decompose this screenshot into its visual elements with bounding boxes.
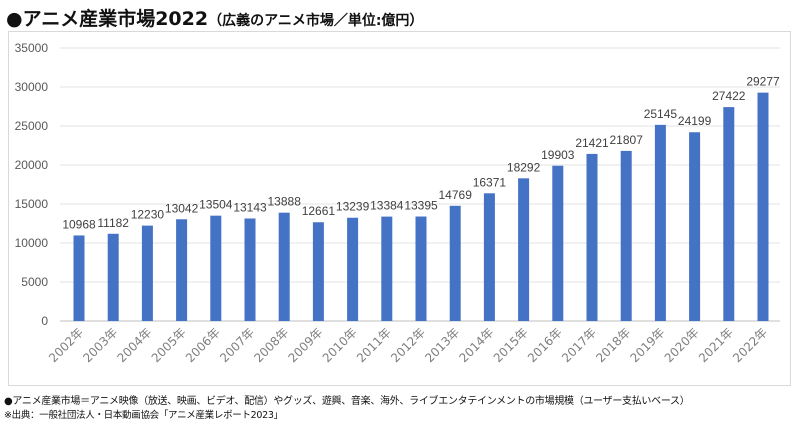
x-tick-label: 2003年	[80, 325, 120, 365]
bar	[654, 124, 666, 321]
y-tick-label: 10000	[15, 236, 49, 250]
title-sub: （広義のアニメ市場／単位:億円）	[208, 13, 424, 29]
chart-frame	[8, 31, 791, 386]
data-label: 13395	[404, 199, 438, 213]
bar	[449, 205, 461, 321]
data-label: 21421	[575, 136, 609, 150]
x-tick-label: 2013年	[422, 325, 462, 365]
data-label: 29277	[746, 75, 780, 89]
x-tick-label: 2002年	[46, 325, 86, 365]
bar	[689, 132, 701, 321]
x-tick-label: 2017年	[559, 325, 599, 365]
bar	[586, 153, 598, 321]
bar	[518, 178, 530, 321]
data-label: 24199	[678, 114, 712, 128]
y-tick-label: 5000	[21, 275, 48, 289]
data-label: 10968	[62, 217, 96, 231]
bar	[757, 92, 769, 321]
y-tick-label: 25000	[15, 119, 49, 133]
footnote: ●アニメ産業市場＝アニメ映像（放送、映画、ビデオ、配信）やグッズ、遊興、音楽、海…	[4, 396, 690, 407]
bar	[552, 165, 564, 321]
x-tick-label: 2018年	[593, 325, 633, 365]
x-tick-label: 2016年	[525, 325, 565, 365]
bar	[483, 193, 495, 321]
x-tick-label: 2011年	[354, 325, 394, 365]
data-label: 12230	[131, 208, 165, 222]
data-label: 25145	[644, 107, 678, 121]
x-tick-label: 2014年	[457, 325, 497, 365]
chart-title: ●アニメ産業市場2022（広義のアニメ市場／単位:億円）	[6, 4, 423, 31]
data-label: 11182	[97, 216, 129, 230]
bar	[244, 218, 256, 321]
y-tick-label: 15000	[15, 197, 49, 211]
x-tick-label: 2006年	[183, 325, 223, 365]
data-label: 13384	[370, 199, 404, 213]
data-label: 16371	[473, 175, 507, 189]
bar	[415, 216, 427, 321]
x-tick-label: 2012年	[388, 325, 428, 365]
data-label: 14769	[439, 188, 473, 202]
bar	[312, 222, 324, 321]
data-label: 13143	[233, 200, 267, 214]
bar	[347, 217, 359, 321]
x-tick-label: 2021年	[696, 325, 736, 365]
bar	[620, 150, 632, 321]
data-label: 21807	[610, 133, 644, 147]
title-main: ●アニメ産業市場2022	[6, 8, 209, 30]
x-tick-label: 2005年	[149, 325, 189, 365]
data-label: 13042	[165, 201, 199, 215]
data-label: 13504	[199, 198, 233, 212]
bar	[210, 215, 222, 321]
data-label: 18292	[507, 160, 541, 174]
data-label: 13239	[336, 200, 370, 214]
y-tick-label: 35000	[15, 41, 49, 55]
data-label: 12661	[302, 204, 336, 218]
data-label: 13888	[268, 195, 302, 209]
bar	[141, 225, 153, 321]
x-tick-label: 2019年	[628, 325, 668, 365]
bar	[723, 107, 735, 321]
x-tick-label: 2009年	[286, 325, 326, 365]
y-tick-label: 0	[41, 314, 48, 328]
bar	[381, 216, 393, 321]
x-tick-label: 2008年	[251, 325, 291, 365]
data-label: 19903	[541, 148, 575, 162]
bar	[107, 233, 119, 321]
bar	[278, 212, 290, 321]
x-tick-label: 2020年	[662, 325, 702, 365]
x-tick-label: 2010年	[320, 325, 360, 365]
y-tick-label: 20000	[15, 158, 49, 172]
data-label: 27422	[712, 89, 746, 103]
x-tick-label: 2022年	[730, 325, 770, 365]
x-tick-label: 2015年	[491, 325, 531, 365]
bar	[176, 219, 188, 321]
y-tick-label: 30000	[15, 80, 49, 94]
x-tick-label: 2004年	[115, 325, 155, 365]
bar	[73, 235, 85, 321]
x-tick-label: 2007年	[217, 325, 257, 365]
source-note: ※出典：一般社団法人・日本動画協会「アニメ産業レポート2023」	[4, 410, 283, 421]
